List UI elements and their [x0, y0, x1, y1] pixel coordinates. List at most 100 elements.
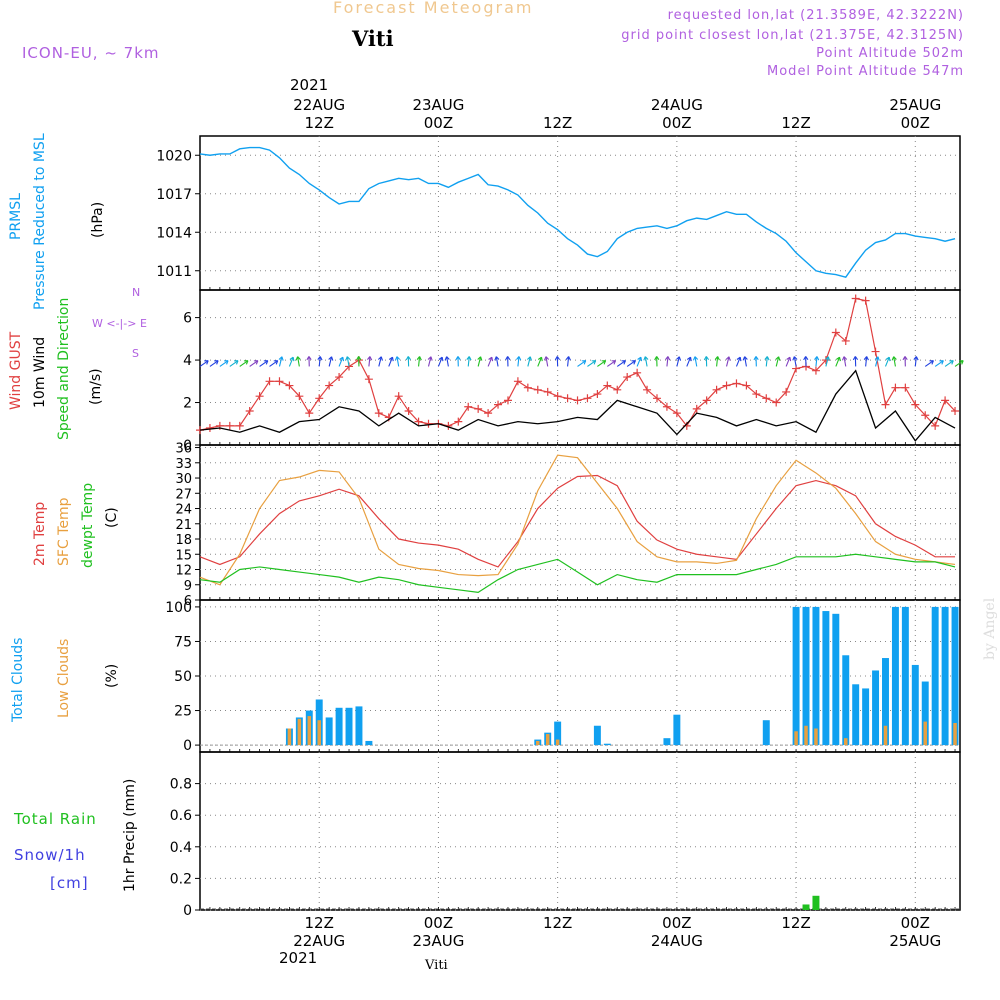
wind-arrow-head [444, 356, 450, 361]
wind-direction-arrow [914, 356, 917, 367]
wind-direction-arrow [676, 356, 680, 367]
wind-arrow-head [891, 356, 897, 361]
wind-gust-point [335, 373, 344, 382]
total-clouds-bar [862, 688, 870, 746]
wind-direction-arrow [893, 356, 896, 367]
top-time-label: 00Z [662, 114, 691, 132]
wind-gust-point [712, 385, 721, 394]
wind-direction-arrow [954, 360, 964, 367]
low-clouds-bar [794, 731, 798, 746]
total-clouds-bar [832, 613, 840, 746]
y-tick-label: 0.8 [170, 777, 192, 793]
wind-direction-arrow [209, 360, 219, 367]
wind-direction-arrow [446, 356, 449, 367]
grid-point-location: grid point closest lon,lat (21.375E, 42.… [621, 28, 964, 43]
wind-arrow-head [863, 356, 869, 361]
wind-gust-point [523, 383, 532, 392]
wind-gust-point [643, 385, 652, 394]
requested-location: requested lon,lat (21.3589E, 42.3222N) [667, 8, 964, 23]
y-tick-label: 100 [165, 600, 192, 616]
total-clouds-bar [593, 725, 601, 746]
wind-gust-point [921, 411, 930, 420]
wind-arrow-head [339, 356, 345, 362]
wind-direction-arrow [269, 360, 279, 367]
wind-arrow-head [714, 356, 720, 361]
wind-arrow-head [537, 356, 543, 362]
wind-gust-point [563, 394, 572, 403]
wind-arrow-head [676, 356, 682, 361]
bottom-date-label: 23AUG [412, 932, 464, 950]
wind-arrow-head [591, 360, 597, 365]
wind-direction-arrow [597, 360, 606, 367]
wind-gust-point [732, 379, 741, 388]
total-clouds-bar [852, 684, 860, 746]
wind-gust-point [484, 409, 493, 418]
y-tick-label: 6 [184, 594, 192, 609]
wind-arrow-head [233, 360, 239, 365]
y-tick-label: 36 [175, 442, 192, 457]
wind-arrow-head [742, 356, 748, 361]
snow-label: Snow/1h [14, 846, 86, 864]
wind-gust-point [285, 381, 294, 390]
y-tick-label: 0 [183, 903, 192, 919]
total-clouds-bar [812, 606, 820, 746]
wind-direction-arrow [686, 356, 692, 367]
wind-gust-point [613, 385, 622, 394]
bottom-year: 2021 [279, 949, 318, 967]
y-tick-label: 0 [183, 738, 192, 754]
total-clouds-bar [882, 658, 889, 746]
pressure-line [199, 146, 956, 278]
wind-arrow-head [565, 356, 571, 361]
total-clouds-bar [941, 606, 949, 746]
wind-arrow-head [263, 360, 269, 365]
wind-gust-point [931, 421, 940, 430]
low-clouds-bar [844, 738, 848, 746]
wind-direction-arrow [239, 360, 249, 367]
wind-arrow-head [686, 356, 692, 362]
wind-gust-point [901, 383, 910, 392]
total-clouds-bar [842, 655, 850, 746]
compass-north: N [132, 286, 141, 299]
total-rain-label: Total Rain [14, 810, 97, 828]
wind-direction-arrow [775, 356, 780, 367]
top-time-label: 12Z [781, 114, 810, 132]
total-clouds-bar [762, 720, 770, 746]
snow-unit-label: [cm] [50, 874, 89, 892]
wind-direction-arrow [297, 356, 300, 367]
total-clouds-bar [673, 714, 681, 746]
wind-direction-arrow [744, 356, 747, 367]
wind-direction-arrow [666, 356, 669, 367]
wind-arrow-head [601, 360, 607, 365]
wind-gust-point [782, 387, 791, 396]
wind-direction-arrow [735, 356, 741, 367]
low-clouds-bar [814, 728, 818, 746]
low-clouds-bar [923, 721, 927, 746]
wind-direction-arrow [487, 356, 493, 367]
wind-direction-arrow [537, 356, 543, 367]
wind-direction-arrow [467, 356, 470, 367]
wind-direction-arrow [944, 360, 954, 367]
wind-arrow-head [243, 360, 249, 365]
wind-gust-point [454, 417, 463, 426]
y-tick-label: 24 [175, 503, 192, 518]
station-name: Viti [352, 26, 394, 51]
wind-arrow-head [204, 360, 209, 365]
total-clouds-bar [802, 606, 810, 746]
wind-arrow-head [367, 356, 373, 361]
wind-gust-point [225, 421, 234, 430]
wind-direction-arrow [815, 356, 818, 367]
total-clouds-bar [335, 707, 343, 746]
wind-gust-point [414, 417, 423, 426]
wind-gust-point [295, 392, 304, 401]
wind-arrow-head [289, 356, 295, 362]
wind-arrow-head [554, 356, 561, 361]
wind-arrow-head [253, 360, 259, 365]
bottom-date-label: 22AUG [293, 932, 345, 950]
wind-gust-point [275, 377, 284, 386]
point-altitude: Point Altitude 502m [816, 46, 964, 61]
panel-frame-wind [199, 289, 961, 446]
wind-gust-point [364, 375, 373, 384]
wind-arrow-head [643, 356, 649, 361]
wind-direction-arrow [716, 356, 719, 367]
bottom-time-label: 00Z [424, 914, 453, 932]
